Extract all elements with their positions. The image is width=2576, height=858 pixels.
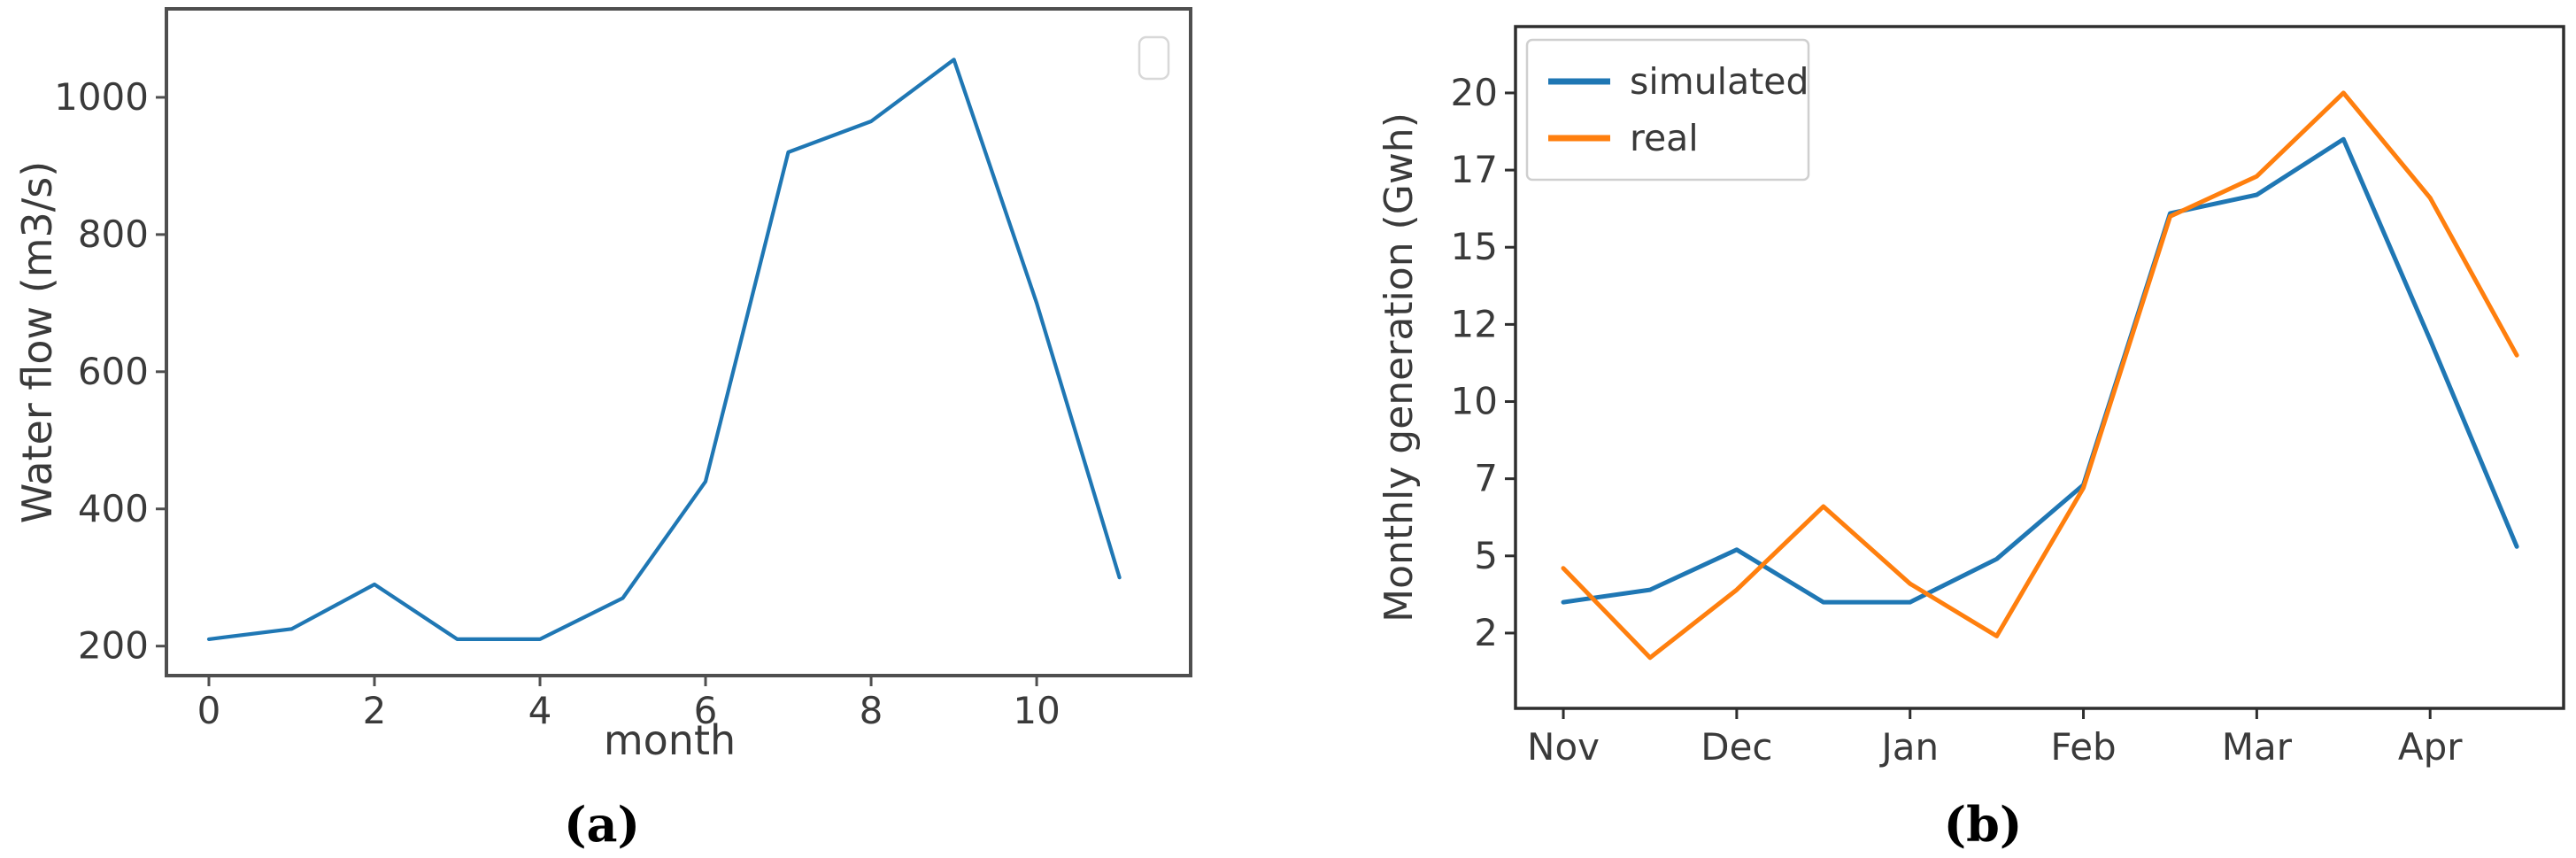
y-tick-label: 1000 (54, 75, 149, 119)
x-tick-label: 6 (694, 689, 718, 732)
empty-legend-box (1138, 35, 1170, 81)
y-tick-label: 5 (1474, 534, 1498, 577)
plot-box (165, 7, 1192, 677)
y-tick-label: 17 (1451, 148, 1498, 191)
x-tick-label: Nov (1527, 725, 1600, 769)
y-tick-label: 2 (1474, 611, 1498, 654)
series-simulated (1561, 136, 2519, 605)
legend-label-real: real (1630, 117, 1699, 159)
x-tick-label: 8 (860, 689, 883, 732)
x-axis-label: month (604, 716, 736, 764)
x-axis: 0 2 4 6 8 10 (197, 676, 1060, 732)
y-tick-label: 20 (1451, 71, 1498, 114)
x-tick-label: 4 (528, 689, 552, 732)
chart-a-svg: (a) 0 2 4 6 8 10 200 400 600 800 1000 Water flow (m… (13, 7, 1192, 853)
x-tick-label: Feb (2050, 725, 2116, 769)
y-tick-label: 400 (78, 487, 149, 530)
x-tick-label: Apr (2398, 725, 2463, 769)
y-axis-label: Monthly generation (Gwh) (1377, 112, 1422, 622)
y-tick-label: 15 (1451, 225, 1498, 268)
figure-a-caption: (a) (564, 796, 640, 853)
y-axis: 200 400 600 800 1000 (54, 75, 166, 668)
y-tick-label: 12 (1451, 302, 1498, 345)
legend-label-simulated: simulated (1630, 60, 1809, 103)
series-water-flow (206, 58, 1122, 642)
y-tick-label: 800 (78, 213, 149, 256)
y-axis: 2 5 7 10 12 15 17 20 (1451, 71, 1516, 654)
x-tick-label: 10 (1013, 689, 1060, 732)
y-tick-label: 10 (1451, 380, 1498, 423)
series-real (1561, 90, 2519, 661)
plot-box (1514, 25, 2565, 710)
x-tick-label: 0 (197, 689, 221, 732)
x-tick-label: Dec (1701, 725, 1772, 769)
x-tick-label: 2 (363, 689, 387, 732)
legend-box (1525, 38, 1810, 182)
figure-a: (a) 0 2 4 6 8 10 200 400 600 800 1000 Water flow (m… (13, 7, 1192, 853)
legend: simulated real (1525, 38, 1810, 182)
figure-b-caption: (b) (1944, 796, 2023, 853)
figure-b: (b) Nov Dec Jan Feb Mar Apr 2 5 7 10 12 15 17 20 Month… (1288, 0, 2576, 858)
x-tick-label: Jan (1878, 725, 1939, 769)
y-tick-label: 200 (78, 624, 149, 668)
y-tick-label: 600 (78, 350, 149, 393)
x-tick-label: Mar (2222, 725, 2293, 769)
chart-b-svg: (b) Nov Dec Jan Feb Mar Apr 2 5 7 10 12 15 17 20 Month… (1377, 25, 2565, 853)
x-axis: Nov Dec Jan Feb Mar Apr (1527, 708, 2463, 769)
y-tick-label: 7 (1474, 457, 1498, 500)
y-axis-label: Water flow (m3/s) (13, 161, 61, 523)
